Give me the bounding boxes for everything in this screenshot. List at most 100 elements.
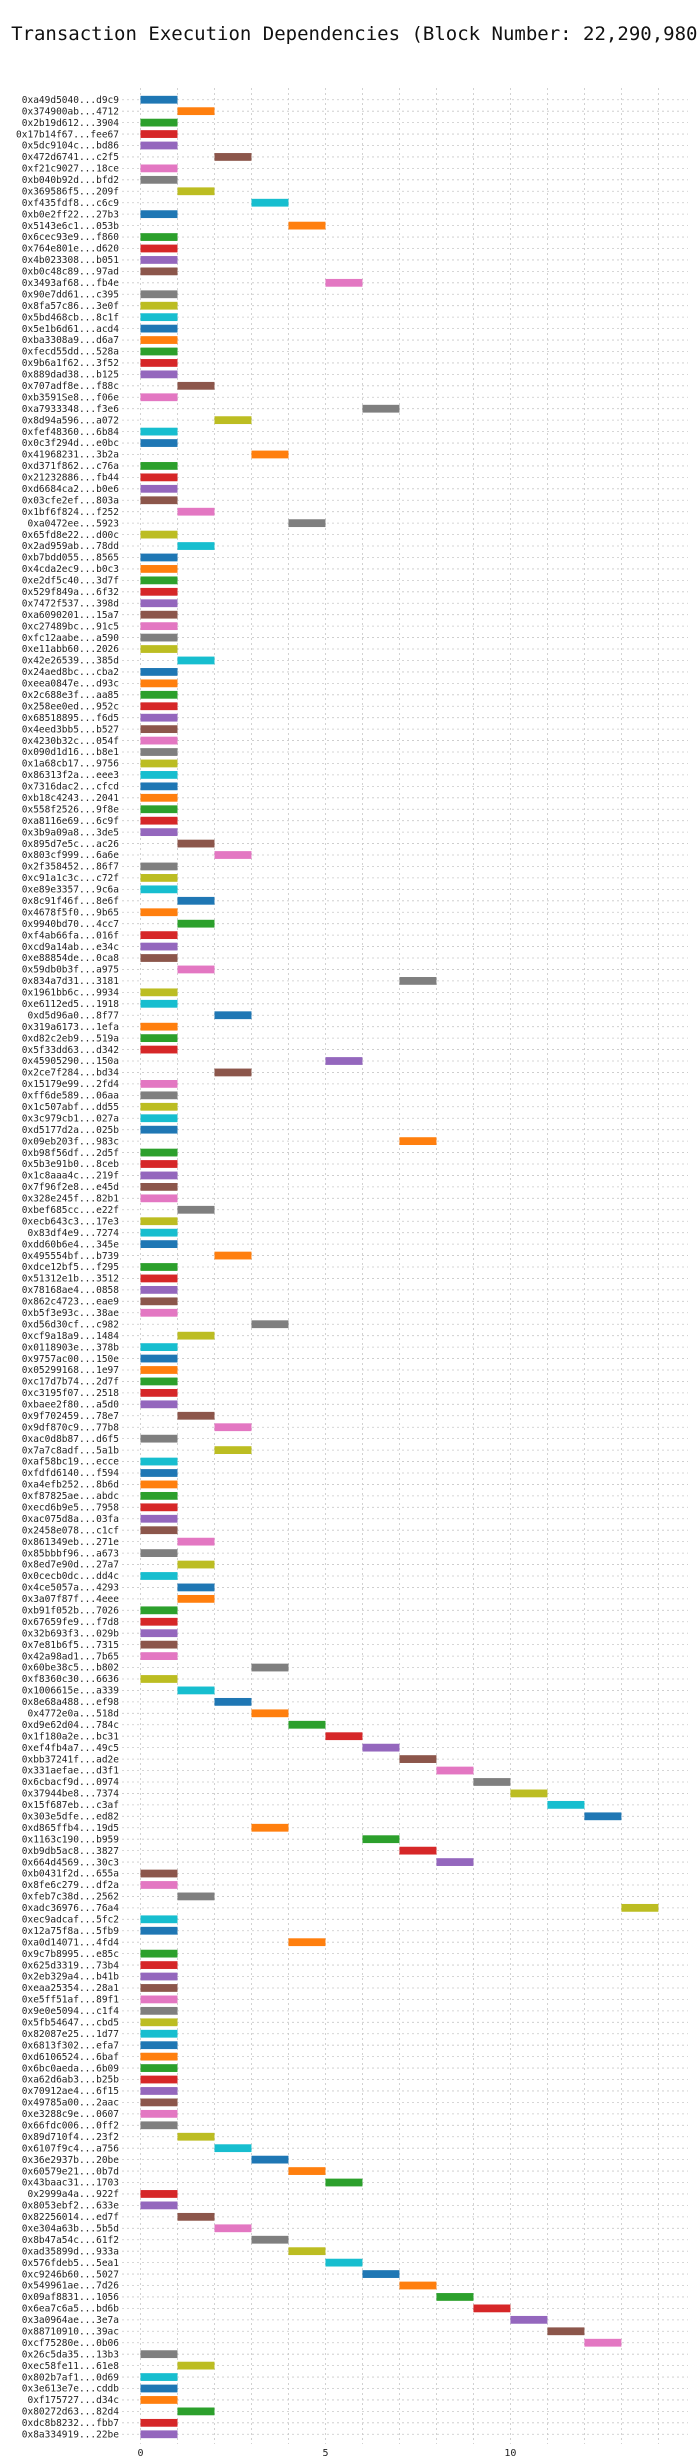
dependency-bar — [140, 1961, 178, 1969]
transaction-label: 0x0c3f294d...e0bc — [22, 438, 119, 449]
transaction-label: 0xd56d30cf...c982 — [22, 1319, 119, 1330]
transaction-label: 0xcd9a14ab...e34c — [22, 942, 119, 953]
transaction-label: 0xc27489bc...91c5 — [22, 621, 119, 632]
transaction-label: 0x1961bb6c...9934 — [22, 988, 120, 999]
dependency-bar — [177, 2212, 215, 2221]
dependency-bar — [140, 1526, 178, 1535]
transaction-label: 0x4772e0a...518d — [27, 1709, 119, 1720]
transaction-label: 0x65fd8e22...d00c — [22, 530, 119, 541]
transaction-label: 0xd5177d2a...025b — [22, 1125, 120, 1136]
dependency-bar — [140, 1617, 178, 1626]
dependency-bar — [362, 404, 400, 413]
transaction-label: 0xd82c2eb9...519a — [22, 1033, 119, 1044]
transaction-label: 0x5b3e91b0...8ceb — [22, 1159, 120, 1170]
transaction-label: 0x4b023308...b051 — [22, 255, 120, 266]
dependency-bar — [140, 1503, 178, 1512]
dependency-bar — [288, 2247, 326, 2256]
dependency-bar — [140, 2384, 178, 2393]
dependency-bar — [177, 656, 215, 665]
transaction-label: 0xe304a63b...5b5d — [22, 2223, 119, 2234]
dependency-bar — [325, 1057, 363, 1065]
dependency-bar — [140, 1091, 178, 1100]
dependency-bar — [140, 2121, 178, 2130]
dependency-bar — [140, 862, 178, 871]
dependency-bar — [140, 793, 178, 802]
dependency-bar — [140, 1034, 178, 1043]
transaction-label: 0xeea0847e...d93c — [22, 679, 119, 690]
transaction-label: 0xe2df5c40...3d7f — [22, 576, 119, 587]
transaction-label: 0x90e7dd61...c395 — [22, 289, 119, 300]
transaction-label: 0x090d1d16...b8e1 — [22, 747, 120, 758]
transaction-label: 0x9f702459...78e7 — [22, 1411, 119, 1422]
transaction-label: 0x802b7af1...0d69 — [22, 2372, 120, 2383]
dependency-bar — [140, 736, 178, 745]
transaction-label: 0xc17d7b74...2d7f — [22, 1377, 119, 1388]
dependency-bar — [436, 2293, 474, 2301]
transaction-label: 0x834a7d31...3181 — [22, 976, 120, 987]
transaction-label: 0x4eed3bb5...b527 — [22, 724, 119, 735]
dependency-bar — [140, 1148, 178, 1157]
dependency-bar — [140, 2041, 178, 2050]
transaction-label: 0x45905290...150a — [22, 1056, 119, 1067]
dependency-bar — [177, 1331, 215, 1340]
dependency-bar — [140, 2418, 178, 2427]
transaction-label: 0xec9adcaf...5fc2 — [22, 1915, 119, 1926]
transaction-label: 0xd6684ca2...b0e6 — [22, 484, 120, 495]
transaction-label: 0xa49d5040...d9c9 — [22, 95, 120, 106]
dependency-bar — [140, 2006, 178, 2015]
transaction-label: 0x529f849a...6f32 — [22, 587, 119, 598]
dependency-bar — [140, 313, 178, 322]
dependency-bar — [140, 1354, 178, 1363]
transaction-label: 0x21232886...fb44 — [22, 473, 120, 484]
dependency-bar — [473, 1778, 511, 1786]
dependency-bar — [251, 198, 289, 207]
dependency-bar — [140, 2190, 178, 2198]
transaction-label: 0x895d7e5c...ac26 — [22, 839, 120, 850]
transaction-label: 0x319a6173...1efa — [22, 1022, 119, 1033]
transaction-label: 0x24aed8bc...cba2 — [22, 667, 119, 678]
dependency-bar — [140, 1434, 178, 1443]
transaction-label: 0x86313f2a...eee3 — [22, 770, 119, 781]
dependency-bar — [140, 954, 178, 962]
dependency-bar — [140, 1388, 178, 1397]
dependency-bar — [140, 1160, 178, 1168]
transaction-label: 0xb5f3e93c...38ae — [22, 1308, 120, 1319]
transaction-label: 0x6cbacf9d...0974 — [22, 1777, 120, 1788]
dependency-bar — [177, 965, 215, 974]
dependency-bar — [140, 1869, 178, 1878]
transaction-label: 0xc9246b60...5027 — [22, 2269, 119, 2280]
transaction-label: 0xd6106524...6baf — [22, 2052, 119, 2063]
transaction-label: 0xe6112ed5...1918 — [22, 999, 120, 1010]
transaction-label: 0xb0c48c89...97ad — [22, 267, 119, 278]
dependency-bar — [140, 1343, 178, 1351]
dependency-bar — [584, 2338, 622, 2347]
dependency-bar — [140, 370, 178, 379]
transaction-label: 0x4230b32c...054f — [22, 736, 119, 747]
dependency-bar — [140, 702, 178, 711]
transaction-label: 0x2b19d612...3904 — [22, 118, 120, 129]
transaction-label: 0x2eb329a4...b41b — [22, 1972, 120, 1983]
dependency-bar — [140, 1949, 178, 1958]
dependency-bar — [177, 1411, 215, 1420]
transaction-label: 0x9757ac00...150e — [22, 1354, 120, 1365]
transaction-label: 0x7472f537...398d — [22, 598, 119, 609]
transaction-label: 0x68518895...f6d5 — [22, 713, 119, 724]
dependency-bar — [399, 1137, 437, 1146]
transaction-label: 0x4ce5057a...4293 — [22, 1583, 119, 1594]
transaction-label: 0x42e26539...385d — [22, 656, 119, 667]
transaction-label: 0xbaee2f80...a5d0 — [22, 1400, 120, 1411]
transaction-label: 0xfdfd6140...f594 — [22, 1468, 120, 1479]
transaction-label: 0x8fa57c86...3e0f — [22, 301, 119, 312]
transaction-label: 0x3a0964ae...3e7a — [22, 2315, 119, 2326]
transaction-label: 0xcf75280e...0b06 — [22, 2338, 120, 2349]
transaction-label: 0x9e0e5094...c1f4 — [22, 2006, 120, 2017]
dependency-bar — [325, 2258, 363, 2267]
chart-title: Transaction Execution Dependencies (Bloc… — [11, 23, 700, 45]
dependency-bar — [140, 748, 178, 756]
transaction-label: 0xb9db5ac8...3827 — [22, 1846, 119, 1857]
x-tick-label: 0 — [137, 2448, 143, 2459]
dependency-bar — [140, 679, 178, 688]
transaction-label: 0x803cf999...6a6e — [22, 850, 120, 861]
bars — [140, 95, 659, 2439]
transaction-label: 0x8053ebf2...633e — [22, 2201, 120, 2212]
